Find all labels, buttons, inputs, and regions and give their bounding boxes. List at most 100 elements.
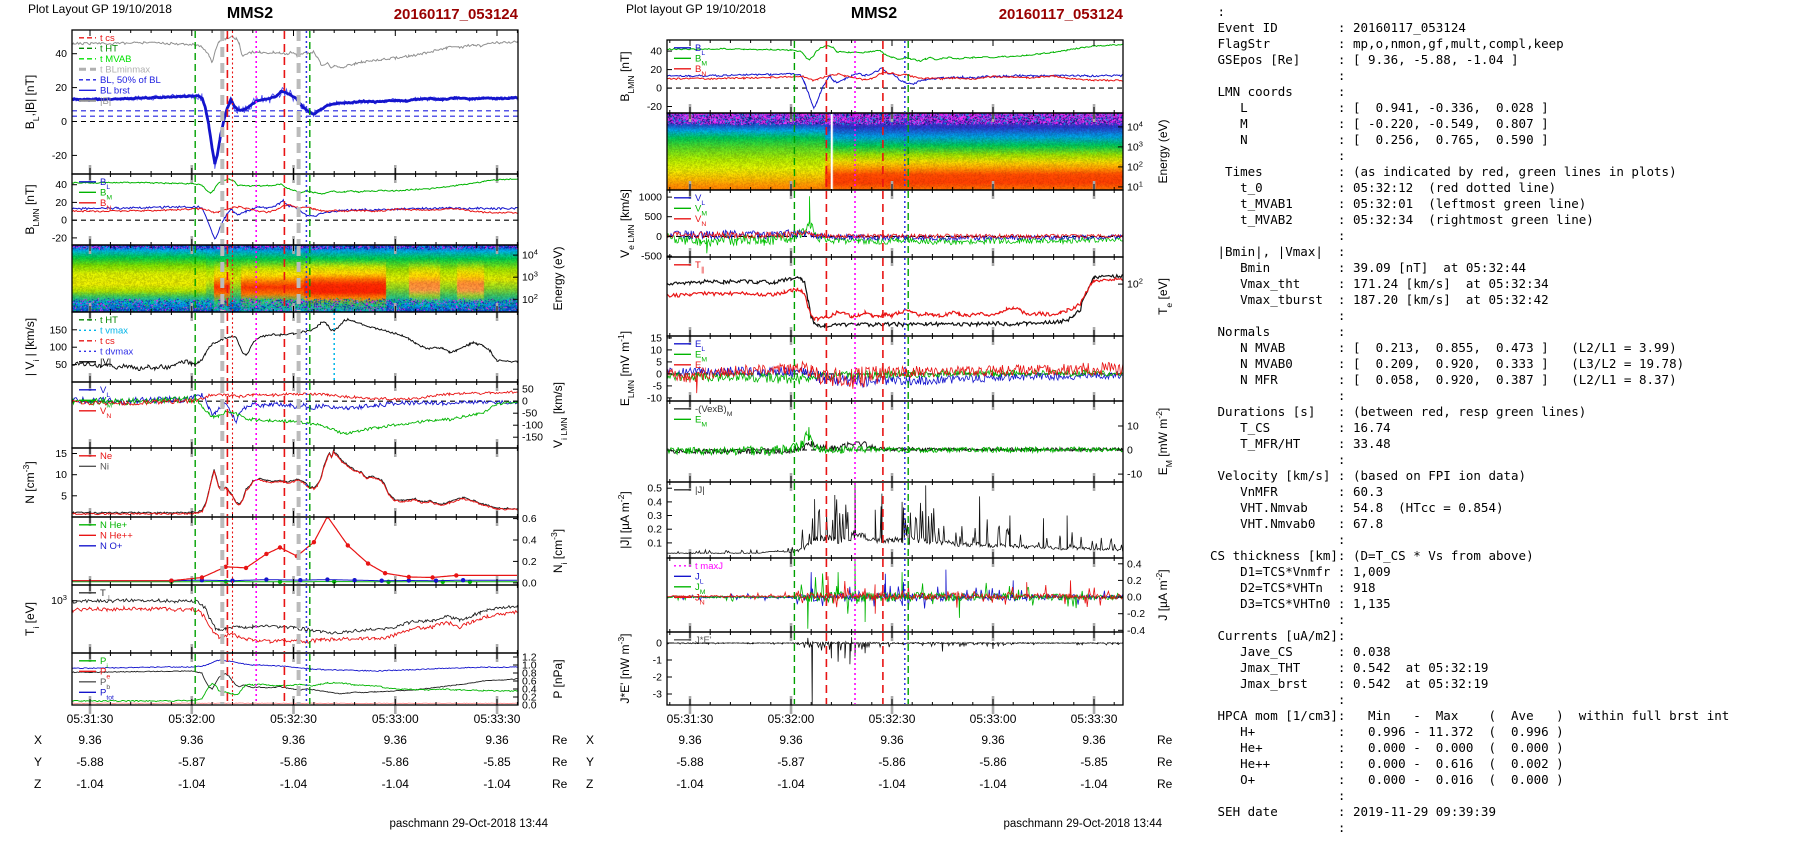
event-info-panel: : Event ID : 20160117_053124 FlagStr : m… — [1210, 4, 1730, 835]
left-P-e — [72, 702, 518, 705]
electron-energy-spectrogram — [667, 113, 1123, 190]
svg-text:Energy (eV): Energy (eV) — [1156, 119, 1170, 183]
svg-text:J [µA m-2]: J [µA m-2] — [1154, 569, 1170, 620]
svg-text:-5.87: -5.87 — [777, 755, 805, 769]
svg-text:-1.04: -1.04 — [382, 777, 410, 791]
svg-text:VL: VL — [695, 193, 705, 207]
svg-text:9.36: 9.36 — [880, 733, 904, 747]
svg-text:-10: -10 — [1127, 469, 1142, 481]
svg-text:50: 50 — [55, 359, 67, 371]
left-plot-title: MMS2 — [226, 5, 274, 22]
svg-text:Pe: Pe — [100, 667, 110, 681]
svg-text:0.6: 0.6 — [522, 676, 537, 688]
svg-text:N [cm-3]: N [cm-3] — [21, 461, 37, 503]
svg-text:05:33:00: 05:33:00 — [970, 712, 1017, 726]
svg-text:Pi: Pi — [100, 656, 108, 670]
svg-text:Re: Re — [1157, 733, 1173, 747]
svg-text:-5.87: -5.87 — [178, 755, 206, 769]
svg-text:5: 5 — [61, 490, 67, 502]
svg-text:Ptot: Ptot — [100, 688, 114, 702]
svg-text:VN: VN — [100, 406, 111, 420]
svg-text:P [nPa]: P [nPa] — [551, 659, 565, 698]
svg-text:0: 0 — [1127, 445, 1133, 457]
svg-text:102: 102 — [522, 291, 538, 306]
svg-text:0.3: 0.3 — [647, 510, 662, 522]
svg-text:Energy (eV): Energy (eV) — [551, 246, 565, 310]
svg-text:103: 103 — [1127, 139, 1143, 154]
svg-text:0.6: 0.6 — [522, 513, 537, 525]
svg-text:BL brst: BL brst — [100, 86, 130, 97]
svg-text:VN: VN — [695, 214, 706, 228]
svg-text:-1.04: -1.04 — [979, 777, 1007, 791]
svg-text:T∥: T∥ — [695, 260, 704, 274]
svg-text:05:32:00: 05:32:00 — [168, 712, 215, 726]
svg-text:Re: Re — [552, 777, 568, 791]
middle-J-M — [667, 560, 1123, 629]
svg-text:9.36: 9.36 — [384, 733, 408, 747]
left-Ti-perp — [72, 597, 518, 635]
svg-text:Z: Z — [586, 777, 593, 791]
svg-text:9.36: 9.36 — [1082, 733, 1106, 747]
svg-text:-5.86: -5.86 — [878, 755, 906, 769]
svg-text:BN: BN — [100, 198, 111, 212]
svg-text:9.36: 9.36 — [678, 733, 702, 747]
svg-text:15: 15 — [55, 448, 67, 460]
left-Ni — [72, 448, 518, 515]
svg-text:-500: -500 — [641, 251, 662, 263]
svg-text:0: 0 — [61, 116, 67, 128]
svg-text:0.2: 0.2 — [522, 556, 537, 568]
svg-text:-3: -3 — [653, 688, 662, 700]
left-B-N — [72, 204, 518, 214]
svg-text:Ni: Ni — [100, 462, 109, 473]
svg-text:-5.86: -5.86 — [382, 755, 410, 769]
svg-text:VM: VM — [100, 396, 112, 410]
svg-text:BLMN [nT]: BLMN [nT] — [618, 51, 636, 101]
svg-text:-5.88: -5.88 — [676, 755, 704, 769]
middle-Ve-M — [667, 196, 1123, 254]
middle-plot-layout-label: Plot layout GP 19/10/2018 — [626, 2, 766, 16]
svg-text:0.0: 0.0 — [522, 700, 537, 712]
svg-text:0.8: 0.8 — [522, 668, 537, 680]
svg-text:0.4: 0.4 — [647, 496, 662, 508]
svg-text:0.0: 0.0 — [1127, 592, 1142, 604]
svg-text:BN: BN — [695, 64, 706, 78]
svg-text:-1: -1 — [653, 655, 662, 667]
svg-text:-100: -100 — [522, 420, 543, 432]
svg-text:103: 103 — [522, 269, 538, 284]
svg-text:-5.86: -5.86 — [280, 755, 308, 769]
svg-text:EM: EM — [695, 415, 707, 429]
svg-text:0: 0 — [522, 396, 528, 408]
svg-text:JN: JN — [695, 593, 705, 607]
svg-text:Pb: Pb — [100, 677, 110, 691]
left-Vi-L — [72, 392, 518, 425]
svg-text:-1.04: -1.04 — [483, 777, 511, 791]
svg-text:150: 150 — [49, 324, 67, 336]
svg-text:-0.2: -0.2 — [1127, 608, 1145, 620]
middle-E-M — [667, 368, 1123, 385]
left-Vi-N — [72, 390, 518, 406]
svg-text:15: 15 — [650, 332, 662, 344]
svg-text:EM [mW m-2]: EM [mW m-2] — [1154, 408, 1174, 476]
svg-text:BM: BM — [695, 54, 707, 68]
svg-text:EM: EM — [695, 350, 707, 364]
svg-text:-150: -150 — [522, 432, 543, 444]
left-plot-event-id: 20160117_053124 — [393, 6, 518, 23]
middle-Te-perp — [667, 273, 1123, 329]
svg-text:t cs: t cs — [100, 33, 115, 44]
svg-text:5: 5 — [656, 356, 662, 368]
svg-text:0.4: 0.4 — [522, 535, 537, 547]
svg-text:t cs: t cs — [100, 336, 115, 347]
svg-text:500: 500 — [644, 211, 662, 223]
middle-J-N — [667, 576, 1123, 614]
svg-text:10: 10 — [650, 344, 662, 356]
svg-text:0.4: 0.4 — [522, 684, 537, 696]
svg-text:40: 40 — [55, 48, 67, 60]
middle-E-L — [667, 365, 1123, 389]
svg-text:T⊥: T⊥ — [100, 588, 112, 602]
svg-text:BL: BL — [695, 43, 705, 57]
svg-text:0.2: 0.2 — [647, 524, 662, 536]
svg-text:X: X — [34, 733, 42, 747]
svg-text:N He++: N He++ — [100, 531, 133, 542]
svg-text:05:31:30: 05:31:30 — [667, 712, 714, 726]
